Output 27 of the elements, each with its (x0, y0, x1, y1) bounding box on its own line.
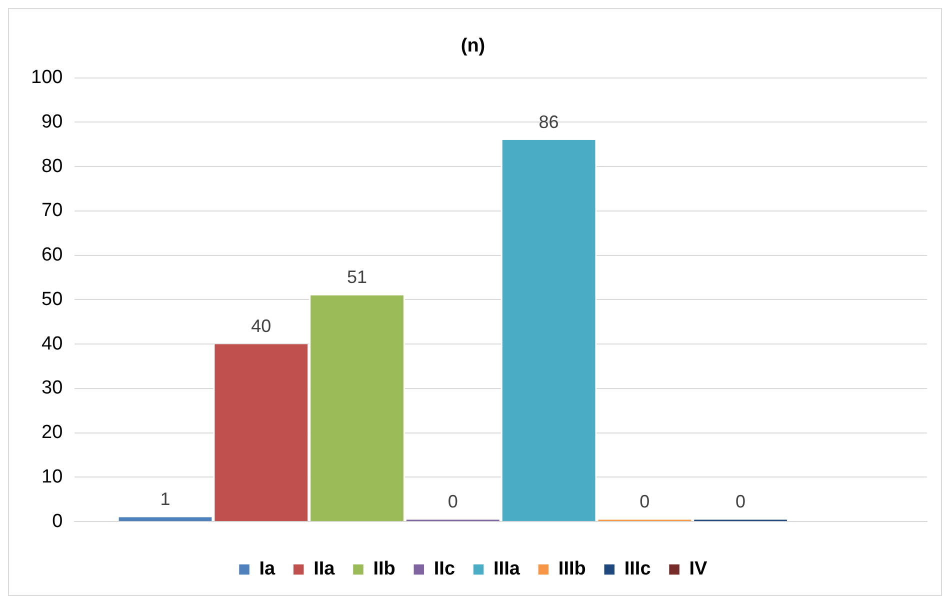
legend-label: IIa (314, 558, 336, 580)
data-label: 40 (251, 316, 272, 336)
y-tick-label: 20 (42, 422, 63, 444)
legend-label: IIb (373, 558, 396, 580)
y-tick-label: 80 (42, 156, 63, 177)
y-tick-label: 50 (42, 288, 63, 310)
y-tick-label: 60 (42, 244, 63, 266)
y-tick-label: 40 (42, 333, 63, 354)
data-label: 86 (538, 112, 559, 132)
data-label: 1 (160, 489, 170, 510)
chart-title: (n) (460, 36, 486, 57)
legend-label: IIIc (624, 558, 652, 580)
legend-label: Ia (259, 558, 276, 580)
data-label: 0 (640, 492, 650, 512)
legend-label: IIIa (494, 558, 520, 580)
y-tick-label: 100 (31, 67, 63, 88)
y-tick-label: 10 (42, 466, 63, 488)
y-tick-label: 0 (52, 510, 63, 532)
data-label: 0 (736, 492, 746, 512)
y-tick-label: 30 (42, 378, 63, 399)
data-label: 0 (448, 492, 458, 512)
legend-label: IIc (434, 558, 456, 580)
legend-label: IV (689, 558, 708, 580)
y-tick-label: 70 (42, 200, 63, 222)
y-tick-label: 90 (42, 111, 63, 132)
legend-label: IIIb (558, 558, 586, 580)
data-label: 51 (347, 267, 368, 288)
